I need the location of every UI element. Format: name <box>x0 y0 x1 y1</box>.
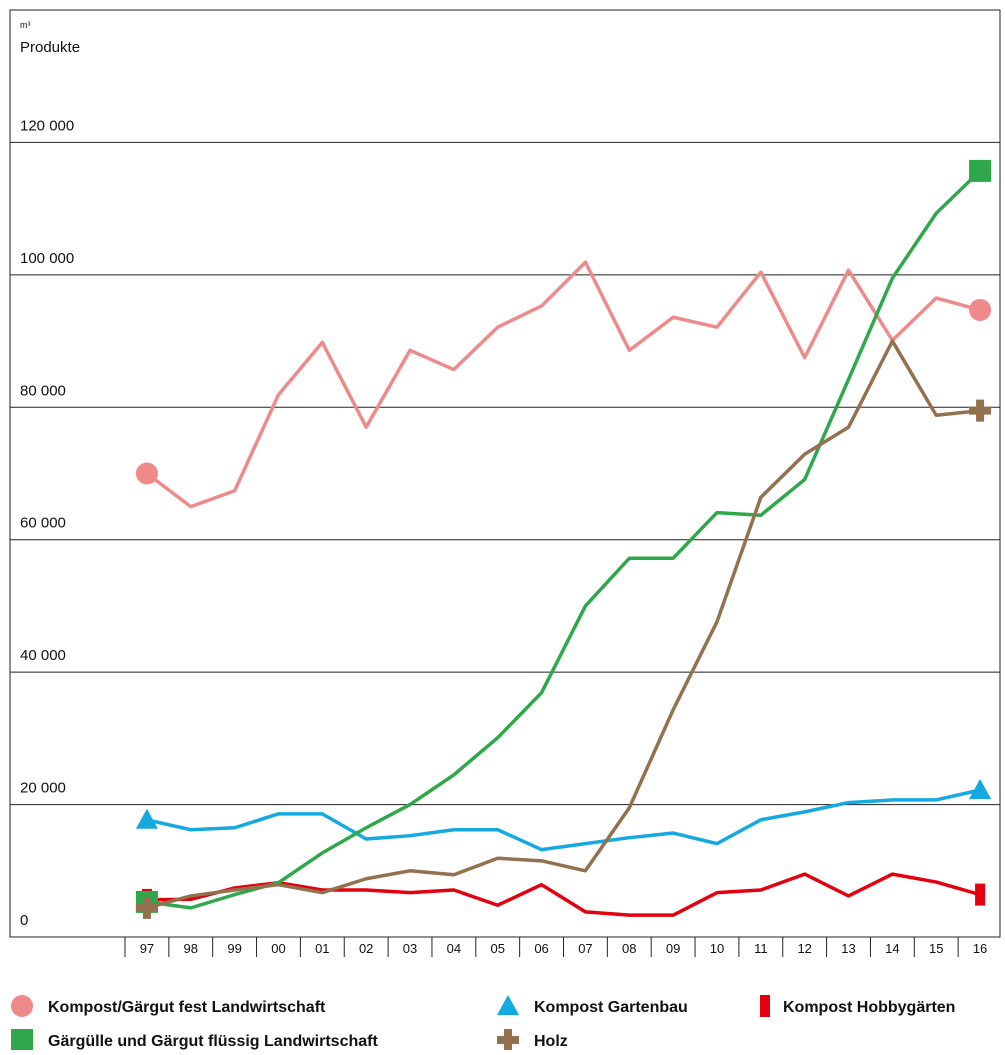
marker <box>135 462 158 485</box>
legend: Kompost/Gärgut fest Landwirtschaft Kompos… <box>11 995 955 1051</box>
series-line <box>145 260 981 509</box>
legend-label: Kompost Gartenbau <box>534 999 688 1016</box>
x-tick-label: 15 <box>929 941 943 956</box>
legend-label: Gärgülle und Gärgut flüssig Landwirtscha… <box>48 1033 378 1050</box>
series-line <box>146 788 981 852</box>
series-line <box>146 169 982 910</box>
plot-frame <box>9 9 1001 938</box>
x-tick-label: 14 <box>885 941 899 956</box>
x-tick-label: 97 <box>140 941 154 956</box>
marker <box>135 808 158 829</box>
x-tick-label: 06 <box>534 941 548 956</box>
x-tick-label: 12 <box>797 941 811 956</box>
marker <box>11 1029 33 1051</box>
x-tick-label: 16 <box>973 941 987 956</box>
series-line <box>146 339 981 910</box>
x-tick-label: 09 <box>666 941 680 956</box>
y-tick-label: 0 <box>20 912 28 929</box>
marker <box>497 995 519 1015</box>
marker <box>497 1029 519 1051</box>
y-tick-label: 40 000 <box>20 647 66 664</box>
y-tick-label: 100 000 <box>20 250 74 267</box>
marker <box>969 399 992 422</box>
y-label: Produkte <box>20 39 80 56</box>
x-tick-label: 05 <box>490 941 504 956</box>
x-tick-label: 07 <box>578 941 592 956</box>
x-tick-label: 10 <box>710 941 724 956</box>
x-tick-label: 04 <box>447 941 461 956</box>
legend-label: Kompost Hobbygärten <box>783 999 955 1016</box>
x-tick-label: 03 <box>403 941 417 956</box>
legend-label: Holz <box>534 1033 568 1050</box>
marker <box>969 779 992 800</box>
x-tick-label: 13 <box>841 941 855 956</box>
marker <box>135 896 158 919</box>
y-tick-label: 20 000 <box>20 780 66 797</box>
x-tick-label: 08 <box>622 941 636 956</box>
x-tick-label: 11 <box>754 941 768 956</box>
marker <box>969 298 992 321</box>
x-tick-label: 99 <box>227 941 241 956</box>
y-tick-label: 60 000 <box>20 515 66 532</box>
legend-label: Kompost/Gärgut fest Landwirtschaft <box>48 999 326 1016</box>
x-tick-label: 02 <box>359 941 373 956</box>
marker <box>975 883 986 906</box>
y-tick-label: 120 000 <box>20 117 74 134</box>
y-unit: m³ <box>20 20 31 30</box>
marker <box>760 995 770 1017</box>
x-tick-label: 01 <box>315 941 329 956</box>
x-tick-label: 00 <box>271 941 285 956</box>
marker <box>11 995 33 1017</box>
series-line <box>146 872 981 917</box>
y-tick-label: 80 000 <box>20 382 66 399</box>
marker <box>969 159 992 182</box>
x-tick-label: 98 <box>184 941 198 956</box>
